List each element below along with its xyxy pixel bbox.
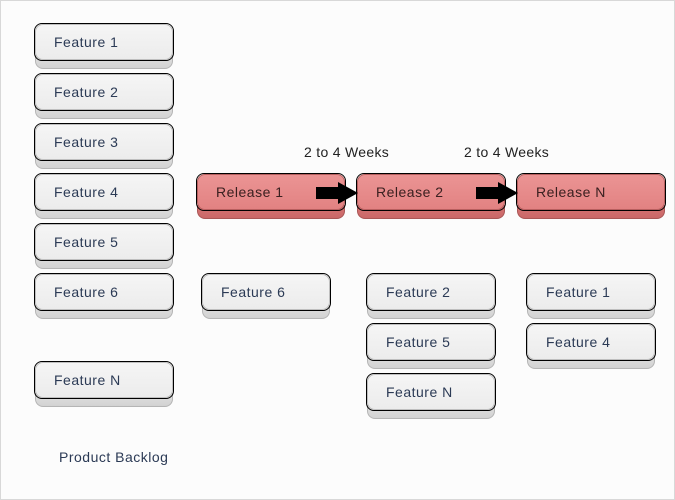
arrow-right-icon bbox=[316, 182, 358, 204]
release-feature-label: Feature 6 bbox=[221, 284, 285, 300]
backlog-item: Feature 6 bbox=[34, 273, 174, 311]
release-feature-item: Feature 2 bbox=[366, 273, 496, 311]
backlog-item-label: Feature 2 bbox=[54, 84, 118, 100]
time-label: 2 to 4 Weeks bbox=[304, 144, 389, 160]
time-label: 2 to 4 Weeks bbox=[464, 144, 549, 160]
release-feature-label: Feature 1 bbox=[546, 284, 610, 300]
release-label: Release 2 bbox=[376, 184, 444, 200]
backlog-item-label: Feature 3 bbox=[54, 134, 118, 150]
backlog-caption: Product Backlog bbox=[59, 449, 168, 465]
backlog-item-label: Feature 1 bbox=[54, 34, 118, 50]
backlog-item: Feature N bbox=[34, 361, 174, 399]
backlog-item-label: Feature 5 bbox=[54, 234, 118, 250]
backlog-item: Feature 4 bbox=[34, 173, 174, 211]
release-feature-item: Feature 4 bbox=[526, 323, 656, 361]
release-feature-label: Feature 4 bbox=[546, 334, 610, 350]
release-feature-label: Feature N bbox=[386, 384, 453, 400]
backlog-item: Feature 1 bbox=[34, 23, 174, 61]
backlog-item: Feature 5 bbox=[34, 223, 174, 261]
release-feature-label: Feature 5 bbox=[386, 334, 450, 350]
release-feature-label: Feature 2 bbox=[386, 284, 450, 300]
release-feature-item: Feature N bbox=[366, 373, 496, 411]
release-label: Release N bbox=[536, 184, 606, 200]
backlog-item: Feature 3 bbox=[34, 123, 174, 161]
backlog-item: Feature 2 bbox=[34, 73, 174, 111]
arrow-right-icon bbox=[476, 182, 518, 204]
release-feature-item: Feature 5 bbox=[366, 323, 496, 361]
release-label: Release 1 bbox=[216, 184, 284, 200]
backlog-item-label: Feature N bbox=[54, 372, 121, 388]
backlog-item-label: Feature 6 bbox=[54, 284, 118, 300]
backlog-item-label: Feature 4 bbox=[54, 184, 118, 200]
release-box: Release N bbox=[516, 173, 666, 211]
release-feature-item: Feature 6 bbox=[201, 273, 331, 311]
release-feature-item: Feature 1 bbox=[526, 273, 656, 311]
